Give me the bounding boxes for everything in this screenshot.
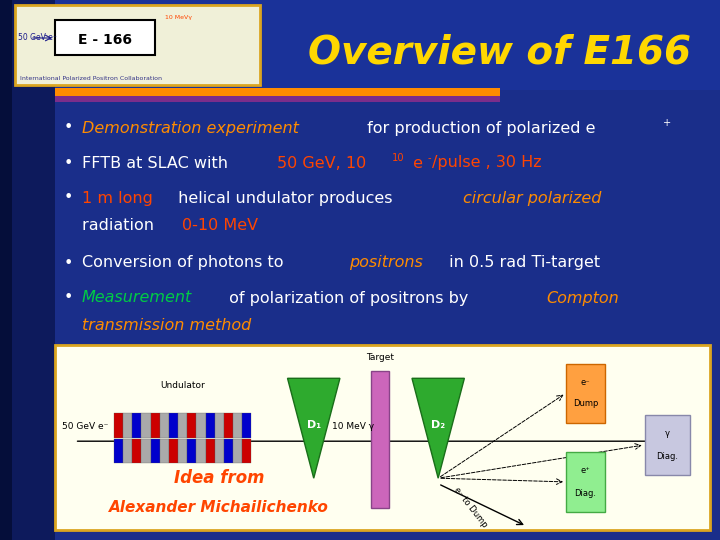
Text: •: • [63, 156, 73, 171]
Bar [644, 415, 690, 475]
Bar [243, 414, 251, 437]
Text: 0-10 MeV: 0-10 MeV [181, 218, 258, 233]
Text: Diag.: Diag. [657, 452, 678, 461]
Bar [178, 440, 187, 463]
Text: /pulse , 30 Hz: /pulse , 30 Hz [433, 156, 542, 171]
Text: •: • [63, 120, 73, 136]
Bar [150, 440, 160, 463]
Text: -: - [428, 153, 431, 163]
Text: positrons: positrons [348, 255, 423, 271]
Polygon shape [287, 379, 340, 478]
Text: +: + [663, 118, 671, 128]
Text: e⁻ to Dump: e⁻ to Dump [452, 486, 490, 530]
Bar [55, 96, 500, 102]
Bar [160, 414, 169, 437]
Bar [243, 440, 251, 463]
FancyBboxPatch shape [55, 345, 710, 530]
Bar [123, 440, 132, 463]
Bar [114, 440, 123, 463]
Bar [55, 0, 720, 90]
Bar [206, 414, 215, 437]
Bar [114, 414, 123, 437]
Bar [224, 414, 233, 437]
Bar [215, 414, 224, 437]
Text: D₁: D₁ [307, 420, 321, 429]
Bar [233, 414, 243, 437]
Bar [160, 440, 169, 463]
Bar [0, 0, 55, 540]
Bar [233, 440, 243, 463]
Bar [141, 414, 150, 437]
Text: 1 m long: 1 m long [82, 191, 153, 206]
Text: in 0.5 rad Ti-target: in 0.5 rad Ti-target [444, 255, 600, 271]
Bar [141, 440, 150, 463]
Bar [55, 88, 500, 96]
Text: •: • [63, 191, 73, 206]
Text: of polarization of positrons by: of polarization of positrons by [224, 291, 474, 306]
Text: Overview of E166: Overview of E166 [308, 33, 691, 71]
Bar [178, 414, 187, 437]
Text: Diag.: Diag. [575, 489, 597, 498]
Bar [197, 414, 206, 437]
Text: 50 GeV e⁻: 50 GeV e⁻ [61, 422, 108, 431]
Bar [566, 363, 606, 423]
Text: γ: γ [665, 429, 670, 437]
Bar [169, 414, 178, 437]
Polygon shape [412, 379, 464, 478]
Text: Alexander Michailichenko: Alexander Michailichenko [109, 500, 329, 515]
Text: helical undulator produces: helical undulator produces [174, 191, 398, 206]
Text: Dump: Dump [573, 399, 598, 408]
Text: FFTB at SLAC with: FFTB at SLAC with [82, 156, 233, 171]
Bar [215, 440, 224, 463]
Text: 50 GeV e⁻: 50 GeV e⁻ [18, 33, 57, 43]
Bar [169, 440, 178, 463]
Text: radiation: radiation [82, 218, 159, 233]
Bar [0, 0, 12, 540]
Text: 10: 10 [392, 153, 405, 163]
FancyBboxPatch shape [15, 5, 260, 85]
Text: e: e [408, 156, 423, 171]
Text: Target: Target [366, 354, 394, 362]
Bar [187, 414, 197, 437]
Text: International Polarized Positron Collaboration: International Polarized Positron Collabo… [20, 76, 162, 80]
Text: 10 MeVγ: 10 MeVγ [165, 16, 192, 21]
Text: •: • [63, 291, 73, 306]
Bar [123, 414, 132, 437]
FancyBboxPatch shape [55, 20, 155, 55]
Text: Conversion of photons to: Conversion of photons to [82, 255, 289, 271]
Text: e⁻: e⁻ [581, 378, 590, 387]
Text: e⁺: e⁺ [580, 465, 590, 475]
Text: Demonstration experiment: Demonstration experiment [82, 120, 299, 136]
Bar [197, 440, 206, 463]
Text: E - 166: E - 166 [78, 33, 132, 47]
Text: Compton: Compton [546, 291, 619, 306]
Bar [206, 440, 215, 463]
Bar [132, 440, 141, 463]
Text: for production of polarized e: for production of polarized e [362, 120, 595, 136]
Text: Idea from: Idea from [174, 469, 264, 487]
Bar [132, 414, 141, 437]
Text: D₂: D₂ [431, 420, 445, 429]
Bar [150, 414, 160, 437]
Text: Measurement: Measurement [82, 291, 192, 306]
Text: •: • [63, 255, 73, 271]
Text: Undulator: Undulator [161, 381, 205, 390]
Bar [224, 440, 233, 463]
Bar [187, 440, 197, 463]
Text: transmission method: transmission method [82, 318, 251, 333]
Bar [371, 371, 389, 508]
Text: 10 MeV γ: 10 MeV γ [332, 422, 374, 431]
Text: 50 GeV, 10: 50 GeV, 10 [277, 156, 366, 171]
Text: circular polarized: circular polarized [463, 191, 602, 206]
Bar [566, 453, 606, 511]
